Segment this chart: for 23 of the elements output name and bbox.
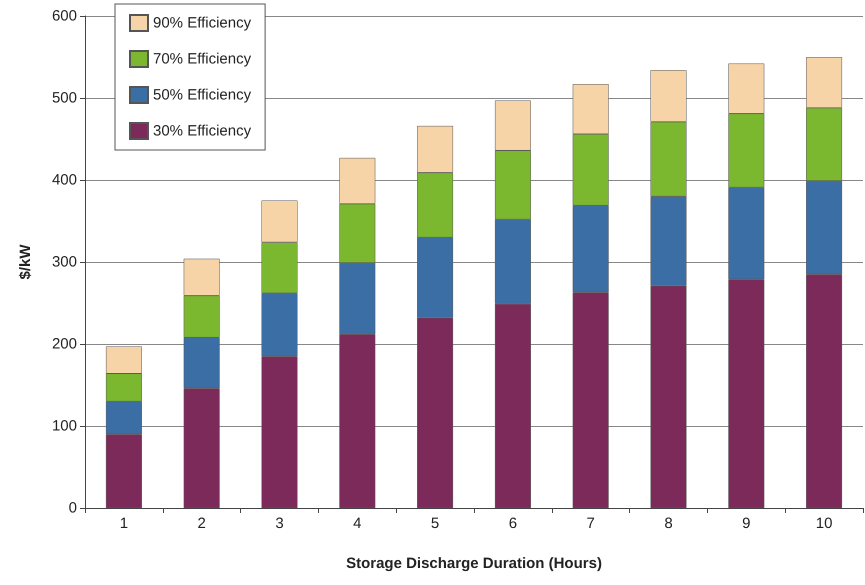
x-axis-title: Storage Discharge Duration (Hours) — [346, 555, 602, 572]
y-axis-title: $/kW — [17, 244, 34, 280]
x-tick-label: 4 — [353, 515, 362, 532]
legend-label: 70% Efficiency — [153, 50, 252, 68]
x-tick-label: 7 — [586, 515, 595, 532]
x-tick-label: 10 — [816, 515, 832, 532]
x-tick-label: 2 — [198, 515, 206, 532]
y-tick-label: 0 — [68, 500, 77, 516]
x-tick-label: 9 — [742, 515, 750, 532]
y-tick-label: 300 — [52, 254, 77, 270]
x-tick-label: 6 — [508, 515, 518, 532]
legend-label: 30% Efficiency — [153, 122, 252, 140]
y-tick-label: 100 — [52, 418, 77, 434]
legend-label: 90% Efficiency — [153, 14, 252, 32]
legend-label: 50% Efficiency — [153, 86, 252, 104]
x-tick-label: 5 — [430, 515, 440, 532]
x-tick-label: 1 — [120, 515, 128, 532]
y-tick-label: 600 — [52, 8, 77, 24]
y-tick-label: 200 — [52, 336, 77, 352]
y-tick-label: 500 — [52, 90, 77, 106]
y-tick-label: 400 — [52, 172, 77, 188]
x-tick-label: 8 — [664, 515, 673, 532]
x-tick-label: 3 — [275, 515, 284, 532]
